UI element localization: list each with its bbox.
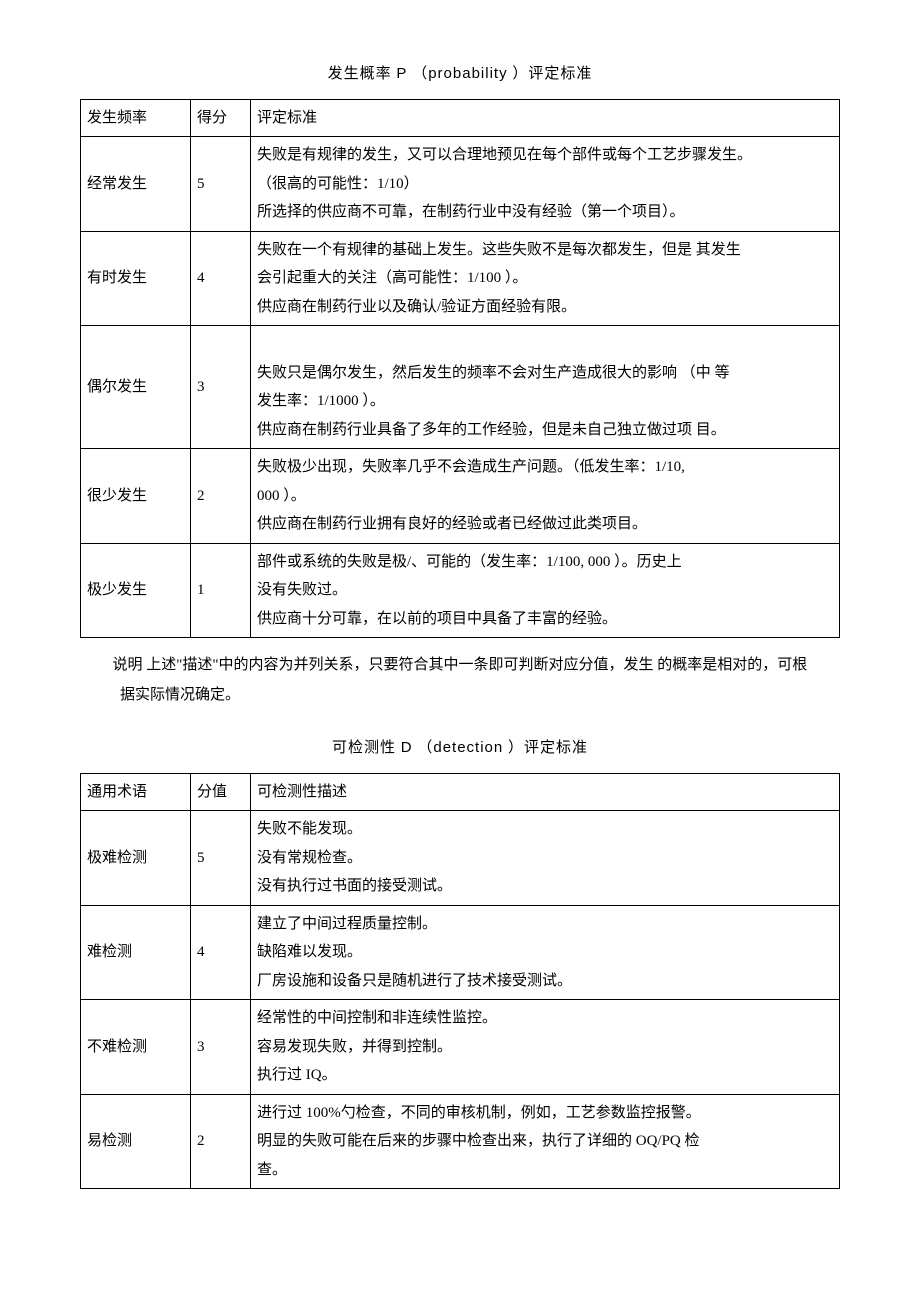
title-latin: probability	[428, 65, 507, 82]
table-header-row: 发生频率 得分 评定标准	[81, 99, 840, 137]
desc-cell: 失败只是偶尔发生，然后发生的频率不会对生产造成很大的影响 （中 等发生率：1/1…	[251, 326, 840, 449]
table-row: 有时发生4 失败在一个有规律的基础上发生。这些失败不是每次都发生，但是 其发生会…	[81, 231, 840, 326]
desc-line: 供应商在制药行业以及确认/验证方面经验有限。	[257, 293, 833, 322]
desc-cell: 失败极少出现，失败率几乎不会造成生产问题。（低发生率：1/10,000 ）。供应…	[251, 449, 840, 544]
term-cell: 极难检测	[81, 811, 191, 906]
desc-line: 执行过 IQ。	[257, 1061, 833, 1090]
desc-line: 查。	[257, 1156, 833, 1185]
table-row: 极难检测5失败不能发现。没有常规检查。没有执行过书面的接受测试。	[81, 811, 840, 906]
table-row: 经常发生5 失败是有规律的发生，又可以合理地预见在每个部件或每个工艺步骤发生。（…	[81, 137, 840, 232]
table1-title: 发生概率 P （probability ）评定标准	[80, 60, 840, 89]
title-close: ）评定标准	[508, 66, 593, 82]
desc-line: 容易发现失败，并得到控制。	[257, 1033, 833, 1062]
header-freq: 发生频率	[81, 99, 191, 137]
probability-table: 发生频率 得分 评定标准 经常发生5 失败是有规律的发生，又可以合理地预见在每个…	[80, 99, 840, 639]
desc-line: 供应商在制药行业具备了多年的工作经验，但是未自己独立做过项 目。	[257, 416, 833, 445]
desc-line: 部件或系统的失败是极/、可能的（发生率：1/100, 000 ）。历史上	[257, 548, 833, 577]
desc-cell: 失败在一个有规律的基础上发生。这些失败不是每次都发生，但是 其发生会引起重大的关…	[251, 231, 840, 326]
table-header-row: 通用术语 分值 可检测性描述	[81, 773, 840, 811]
term-cell: 有时发生	[81, 231, 191, 326]
desc-line: （很高的可能性：1/10）	[257, 170, 833, 199]
table-row: 极少发生1部件或系统的失败是极/、可能的（发生率：1/100, 000 ）。历史…	[81, 543, 840, 638]
term-cell: 不难检测	[81, 1000, 191, 1095]
table-row: 难检测4建立了中间过程质量控制。缺陷难以发现。厂房设施和设备只是随机进行了技术接…	[81, 905, 840, 1000]
title-letter: P	[396, 65, 407, 82]
desc-line: 失败不能发现。	[257, 815, 833, 844]
detection-table: 通用术语 分值 可检测性描述 极难检测5失败不能发现。没有常规检查。没有执行过书…	[80, 773, 840, 1190]
term-cell: 很少发生	[81, 449, 191, 544]
term-cell: 经常发生	[81, 137, 191, 232]
desc-cell: 进行过 100%勺检查，不同的审核机制，例如，工艺参数监控报警。明显的失败可能在…	[251, 1094, 840, 1189]
score-cell: 1	[191, 543, 251, 638]
desc-cell: 经常性的中间控制和非连续性监控。容易发现失败，并得到控制。执行过 IQ。	[251, 1000, 840, 1095]
table2-title: 可检测性 D （detection ）评定标准	[80, 734, 840, 763]
header-desc: 可检测性描述	[251, 773, 840, 811]
desc-line: 失败极少出现，失败率几乎不会造成生产问题。（低发生率：1/10,	[257, 453, 833, 482]
note-text: 说明 上述"描述"中的内容为并列关系，只要符合其中一条即可判断对应分值，发生 的…	[80, 650, 840, 710]
desc-line: 供应商在制药行业拥有良好的经验或者已经做过此类项目。	[257, 510, 833, 539]
title-text: 发生概率	[328, 66, 397, 82]
desc-line: 发生率：1/1000 ）。	[257, 387, 833, 416]
header-criteria: 评定标准	[251, 99, 840, 137]
score-cell: 4	[191, 231, 251, 326]
title-latin: detection	[433, 739, 503, 756]
table-row: 不难检测3经常性的中间控制和非连续性监控。容易发现失败，并得到控制。执行过 IQ…	[81, 1000, 840, 1095]
score-cell: 5	[191, 137, 251, 232]
term-cell: 易检测	[81, 1094, 191, 1189]
desc-line: 进行过 100%勺检查，不同的审核机制，例如，工艺参数监控报警。	[257, 1099, 833, 1128]
desc-line: 失败是有规律的发生，又可以合理地预见在每个部件或每个工艺步骤发生。	[257, 141, 833, 170]
desc-line: 厂房设施和设备只是随机进行了技术接受测试。	[257, 967, 833, 996]
title-letter: D	[401, 739, 413, 756]
desc-line: 000 ）。	[257, 482, 833, 511]
header-score: 得分	[191, 99, 251, 137]
score-cell: 3	[191, 1000, 251, 1095]
table-row: 易检测2进行过 100%勺检查，不同的审核机制，例如，工艺参数监控报警。明显的失…	[81, 1094, 840, 1189]
desc-line: 供应商十分可靠，在以前的项目中具备了丰富的经验。	[257, 605, 833, 634]
desc-line: 没有执行过书面的接受测试。	[257, 872, 833, 901]
term-cell: 难检测	[81, 905, 191, 1000]
desc-line: 失败只是偶尔发生，然后发生的频率不会对生产造成很大的影响 （中 等	[257, 359, 833, 388]
desc-cell: 失败是有规律的发生，又可以合理地预见在每个部件或每个工艺步骤发生。（很高的可能性…	[251, 137, 840, 232]
desc-line: 失败在一个有规律的基础上发生。这些失败不是每次都发生，但是 其发生	[257, 236, 833, 265]
desc-line: 经常性的中间控制和非连续性监控。	[257, 1004, 833, 1033]
term-cell: 偶尔发生	[81, 326, 191, 449]
desc-line: 所选择的供应商不可靠，在制药行业中没有经验（第一个项目）。	[257, 198, 833, 227]
desc-line: 建立了中间过程质量控制。	[257, 910, 833, 939]
score-cell: 3	[191, 326, 251, 449]
desc-cell: 失败不能发现。没有常规检查。没有执行过书面的接受测试。	[251, 811, 840, 906]
desc-line	[257, 330, 833, 359]
term-cell: 极少发生	[81, 543, 191, 638]
header-term: 通用术语	[81, 773, 191, 811]
title-paren: （	[407, 66, 428, 82]
desc-line: 缺陷难以发现。	[257, 938, 833, 967]
title-paren: （	[413, 740, 434, 756]
score-cell: 2	[191, 449, 251, 544]
title-close: ）评定标准	[503, 740, 588, 756]
desc-line: 没有常规检查。	[257, 844, 833, 873]
score-cell: 4	[191, 905, 251, 1000]
title-text: 可检测性	[332, 740, 401, 756]
desc-cell: 部件或系统的失败是极/、可能的（发生率：1/100, 000 ）。历史上没有失败…	[251, 543, 840, 638]
header-score: 分值	[191, 773, 251, 811]
score-cell: 2	[191, 1094, 251, 1189]
table-row: 偶尔发生3 失败只是偶尔发生，然后发生的频率不会对生产造成很大的影响 （中 等发…	[81, 326, 840, 449]
table-row: 很少发生2失败极少出现，失败率几乎不会造成生产问题。（低发生率：1/10,000…	[81, 449, 840, 544]
desc-cell: 建立了中间过程质量控制。缺陷难以发现。厂房设施和设备只是随机进行了技术接受测试。	[251, 905, 840, 1000]
desc-line: 明显的失败可能在后来的步骤中检查出来，执行了详细的 OQ/PQ 检	[257, 1127, 833, 1156]
desc-line: 会引起重大的关注（高可能性：1/100 ）。	[257, 264, 833, 293]
desc-line: 没有失败过。	[257, 576, 833, 605]
score-cell: 5	[191, 811, 251, 906]
